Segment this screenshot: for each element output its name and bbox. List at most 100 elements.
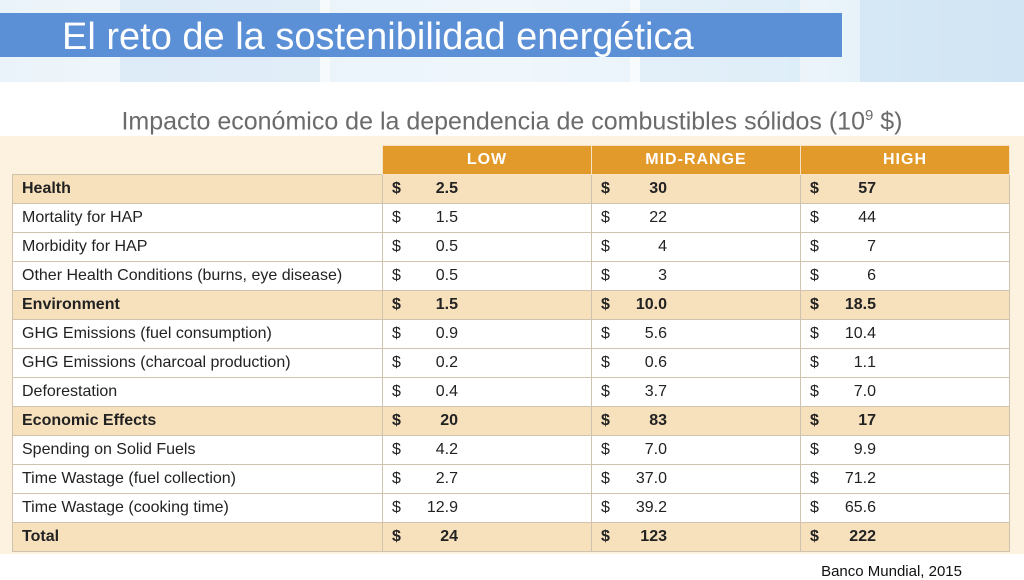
slide-title: El reto de la sostenibilidad energética bbox=[62, 16, 694, 58]
value-number: 1.5 bbox=[435, 296, 458, 313]
currency-symbol: $ bbox=[392, 528, 401, 545]
value-number: 3 bbox=[658, 267, 667, 284]
table-row: Health $2.5 $30 $57 bbox=[12, 174, 1010, 204]
value-cell-mid: $123 bbox=[591, 522, 801, 552]
currency-symbol: $ bbox=[392, 180, 401, 197]
value-number: 57 bbox=[858, 180, 876, 197]
currency-symbol: $ bbox=[601, 325, 610, 342]
currency-symbol: $ bbox=[601, 238, 610, 255]
currency-symbol: $ bbox=[392, 499, 401, 516]
table-row: Other Health Conditions (burns, eye dise… bbox=[12, 261, 1010, 291]
row-label: Spending on Solid Fuels bbox=[12, 435, 383, 465]
value-cell-low: $12.9 bbox=[382, 493, 592, 523]
currency-symbol: $ bbox=[810, 238, 819, 255]
header-blank bbox=[13, 146, 383, 175]
header-low: LOW bbox=[382, 145, 592, 175]
value-number: 20 bbox=[440, 412, 458, 429]
value-number: 9.9 bbox=[853, 441, 876, 458]
value-cell-low: $0.2 bbox=[382, 348, 592, 378]
currency-symbol: $ bbox=[601, 441, 610, 458]
value-cell-high: $7.0 bbox=[800, 377, 1010, 407]
value-cell-high: $9.9 bbox=[800, 435, 1010, 465]
value-cell-mid: $0.6 bbox=[591, 348, 801, 378]
value-cell-mid: $7.0 bbox=[591, 435, 801, 465]
currency-symbol: $ bbox=[810, 470, 819, 487]
value-number: 17 bbox=[858, 412, 876, 429]
row-label: Environment bbox=[12, 290, 383, 320]
currency-symbol: $ bbox=[601, 296, 610, 313]
header-mid-range: MID-RANGE bbox=[591, 145, 801, 175]
currency-symbol: $ bbox=[601, 470, 610, 487]
currency-symbol: $ bbox=[601, 412, 610, 429]
value-number: 0.5 bbox=[435, 238, 458, 255]
currency-symbol: $ bbox=[810, 180, 819, 197]
value-cell-high: $17 bbox=[800, 406, 1010, 436]
row-label: Economic Effects bbox=[12, 406, 383, 436]
value-number: 39.2 bbox=[635, 499, 667, 516]
value-number: 123 bbox=[640, 528, 667, 545]
currency-symbol: $ bbox=[392, 354, 401, 371]
value-number: 0.5 bbox=[435, 267, 458, 284]
value-cell-mid: $37.0 bbox=[591, 464, 801, 494]
row-label: Mortality for HAP bbox=[12, 203, 383, 233]
cost-table: LOW MID-RANGE HIGH Health $2.5 $30 $57 Morta… bbox=[12, 145, 1010, 552]
title-bar bbox=[0, 13, 842, 57]
currency-symbol: $ bbox=[810, 441, 819, 458]
table-row: Mortality for HAP $1.5 $22 $44 bbox=[12, 203, 1010, 233]
currency-symbol: $ bbox=[392, 238, 401, 255]
row-label: Deforestation bbox=[12, 377, 383, 407]
table-body: Health $2.5 $30 $57 Mortality for HAP $1.5 $22… bbox=[12, 174, 1010, 552]
value-cell-high: $222 bbox=[800, 522, 1010, 552]
currency-symbol: $ bbox=[810, 354, 819, 371]
currency-symbol: $ bbox=[810, 499, 819, 516]
value-number: 83 bbox=[649, 412, 667, 429]
value-cell-low: $2.7 bbox=[382, 464, 592, 494]
subtitle-end: $) bbox=[873, 107, 903, 136]
value-number: 44 bbox=[858, 209, 876, 226]
table-row: Time Wastage (cooking time) $12.9 $39.2 $65… bbox=[12, 493, 1010, 523]
value-cell-high: $65.6 bbox=[800, 493, 1010, 523]
value-cell-high: $1.1 bbox=[800, 348, 1010, 378]
value-cell-low: $1.5 bbox=[382, 290, 592, 320]
table-row: Spending on Solid Fuels $4.2 $7.0 $9.9 bbox=[12, 435, 1010, 465]
value-cell-low: $0.4 bbox=[382, 377, 592, 407]
currency-symbol: $ bbox=[601, 354, 610, 371]
value-cell-high: $71.2 bbox=[800, 464, 1010, 494]
subtitle-exponent: 9 bbox=[864, 107, 874, 124]
value-cell-mid: $3.7 bbox=[591, 377, 801, 407]
value-cell-low: $24 bbox=[382, 522, 592, 552]
table-row: GHG Emissions (charcoal production) $0.2 $… bbox=[12, 348, 1010, 378]
value-number: 1.1 bbox=[853, 354, 876, 371]
value-number: 4.2 bbox=[435, 441, 458, 458]
value-number: 7.0 bbox=[644, 441, 667, 458]
value-cell-mid: $3 bbox=[591, 261, 801, 291]
row-label: Time Wastage (fuel collection) bbox=[12, 464, 383, 494]
value-number: 1.5 bbox=[435, 209, 458, 226]
currency-symbol: $ bbox=[810, 528, 819, 545]
value-number: 5.6 bbox=[644, 325, 667, 342]
currency-symbol: $ bbox=[601, 499, 610, 516]
currency-symbol: $ bbox=[392, 470, 401, 487]
value-cell-mid: $5.6 bbox=[591, 319, 801, 349]
table-row: Total $24 $123 $222 bbox=[12, 522, 1010, 552]
currency-symbol: $ bbox=[601, 267, 610, 284]
value-number: 4 bbox=[658, 238, 667, 255]
row-label: GHG Emissions (charcoal production) bbox=[12, 348, 383, 378]
value-number: 222 bbox=[849, 528, 876, 545]
subtitle-main: Impacto económico de la dependencia de c… bbox=[121, 107, 865, 136]
value-number: 2.7 bbox=[435, 470, 458, 487]
row-label: GHG Emissions (fuel consumption) bbox=[12, 319, 383, 349]
currency-symbol: $ bbox=[392, 383, 401, 400]
source-citation: Banco Mundial, 2015 bbox=[821, 563, 962, 580]
header-row: LOW MID-RANGE HIGH bbox=[13, 145, 1010, 175]
value-number: 18.5 bbox=[844, 296, 876, 313]
value-cell-high: $18.5 bbox=[800, 290, 1010, 320]
value-cell-high: $44 bbox=[800, 203, 1010, 233]
currency-symbol: $ bbox=[810, 267, 819, 284]
value-number: 10.0 bbox=[635, 296, 667, 313]
value-cell-mid: $30 bbox=[591, 174, 801, 204]
value-number: 37.0 bbox=[635, 470, 667, 487]
currency-symbol: $ bbox=[601, 383, 610, 400]
value-number: 12.9 bbox=[426, 499, 458, 516]
table-row: Morbidity for HAP $0.5 $4 $7 bbox=[12, 232, 1010, 262]
